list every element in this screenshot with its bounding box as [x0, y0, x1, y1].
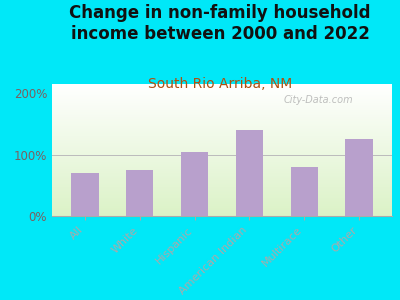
- Text: City-Data.com: City-Data.com: [283, 94, 353, 105]
- Text: Change in non-family household
income between 2000 and 2022: Change in non-family household income be…: [69, 4, 371, 43]
- Bar: [71, 173, 99, 216]
- Text: South Rio Arriba, NM: South Rio Arriba, NM: [148, 76, 292, 91]
- Bar: [345, 139, 373, 216]
- Bar: [181, 152, 208, 216]
- Bar: [236, 130, 263, 216]
- Bar: [126, 170, 154, 216]
- Bar: [290, 167, 318, 216]
